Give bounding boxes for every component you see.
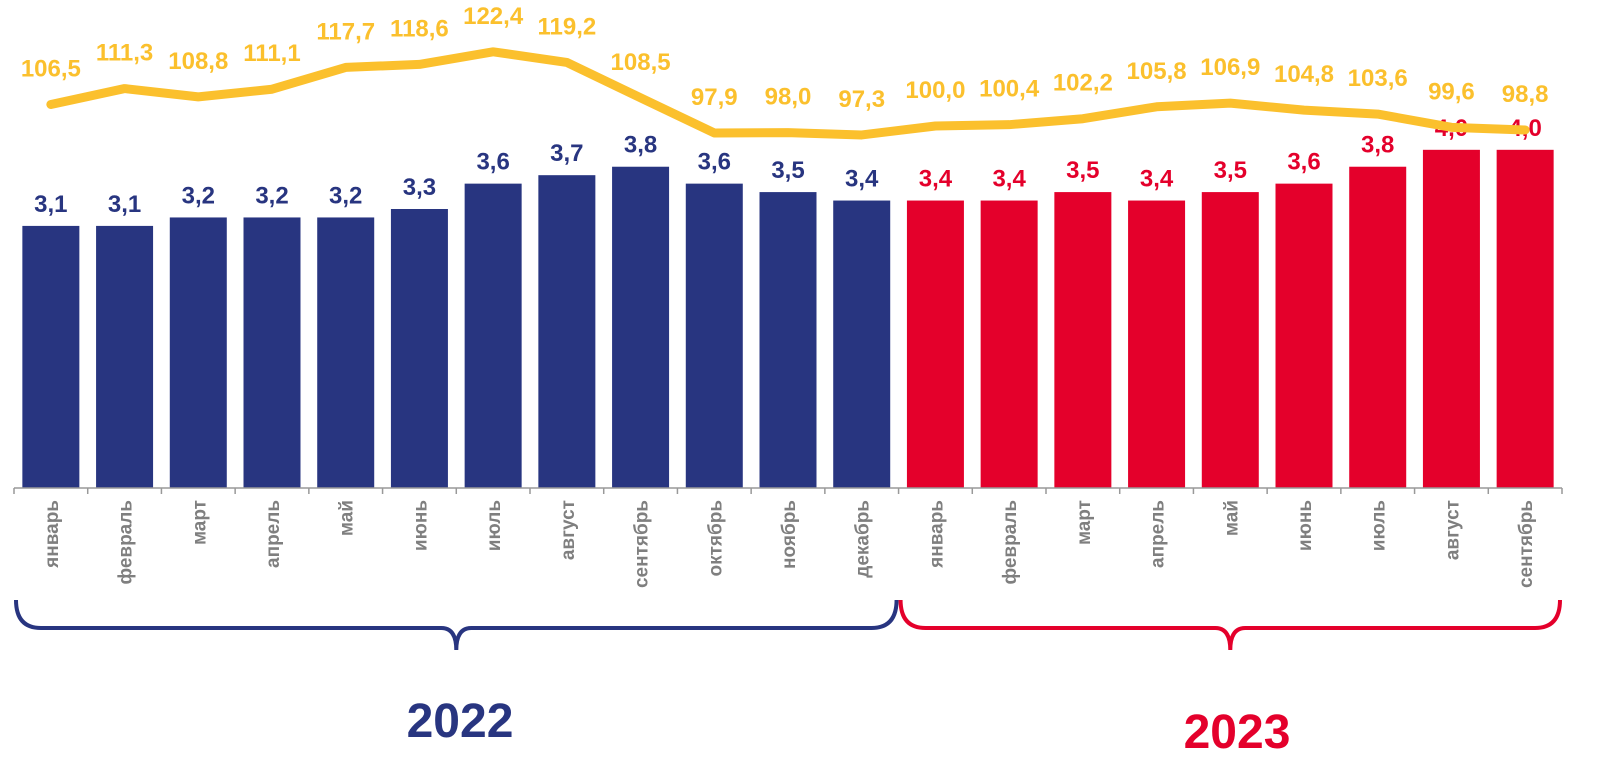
line-value-label: 100,4 (979, 76, 1040, 103)
bar-value-label: 3,4 (1140, 166, 1174, 193)
bar-value-label: 3,1 (34, 191, 67, 218)
bar-value-label: 3,4 (919, 166, 953, 193)
x-tick-label: июль (1369, 500, 1390, 551)
bar-value-label: 3,2 (255, 182, 288, 209)
x-tick-label: апрель (263, 500, 284, 568)
bar-value-label: 3,8 (624, 132, 657, 159)
line-value-label: 97,3 (838, 86, 885, 113)
bar (390, 209, 448, 488)
year-label: 2022 (407, 695, 514, 748)
x-tick-label: февраль (1000, 500, 1021, 585)
bar (169, 217, 227, 489)
line-value-label: 106,5 (21, 55, 81, 82)
x-tick-label: январь (926, 500, 947, 569)
x-tick-label: июнь (1295, 500, 1316, 551)
bar (1054, 192, 1112, 488)
line-value-label: 102,2 (1053, 70, 1113, 97)
bar-value-label: 3,8 (1361, 132, 1394, 159)
x-tick-label: январь (42, 500, 63, 569)
line-value-label: 103,6 (1348, 65, 1408, 92)
bar-value-label: 3,6 (476, 149, 509, 176)
bar (759, 192, 817, 488)
bar (22, 225, 80, 488)
bar (317, 217, 375, 489)
line-value-label: 119,2 (537, 13, 596, 40)
line-value-label: 108,5 (611, 49, 671, 76)
x-tick-label: август (558, 500, 579, 560)
x-tick-label: июнь (410, 500, 431, 551)
bar (538, 175, 596, 488)
bar (612, 166, 670, 488)
line-value-label: 104,8 (1274, 61, 1334, 88)
bar (980, 200, 1038, 488)
bar-value-label: 3,1 (108, 191, 141, 218)
bar-value-label: 3,5 (771, 157, 804, 184)
x-tick-label: октябрь (705, 500, 726, 577)
x-tick-label: декабрь (853, 500, 874, 578)
x-tick-label: июль (484, 500, 505, 551)
bar (464, 183, 522, 489)
bar-value-label: 3,7 (550, 140, 583, 167)
bar-value-label: 3,6 (698, 149, 731, 176)
bar (1128, 200, 1186, 488)
line-value-label: 108,8 (168, 48, 228, 75)
x-tick-label: ноябрь (779, 500, 800, 569)
bar (833, 200, 891, 488)
x-tick-label: февраль (116, 500, 137, 585)
line-value-label: 118,6 (390, 15, 449, 42)
line-value-label: 98,8 (1502, 81, 1549, 108)
bar-value-label: 3,4 (992, 166, 1026, 193)
bar-value-label: 3,5 (1214, 157, 1247, 184)
x-tick-label: март (189, 500, 210, 545)
bar-value-label: 3,2 (329, 182, 362, 209)
line-value-label: 100,0 (905, 77, 965, 104)
bar (1422, 149, 1480, 488)
bar (906, 200, 964, 488)
bar (1349, 166, 1407, 488)
bar (1201, 192, 1259, 488)
year-bracket (898, 599, 1562, 651)
line-value-label: 111,1 (243, 40, 300, 67)
bar (1275, 183, 1333, 489)
bar-value-label: 3,3 (403, 174, 436, 201)
bar (243, 217, 301, 489)
line-value-label: 111,3 (96, 40, 153, 67)
line-value-label: 98,0 (765, 84, 812, 111)
line-value-label: 122,4 (463, 3, 524, 30)
x-tick-label: сентябрь (632, 500, 653, 588)
bar-value-label: 3,5 (1066, 157, 1099, 184)
bar-value-label: 3,6 (1287, 149, 1320, 176)
line-value-label: 117,7 (316, 18, 375, 45)
bar (96, 225, 154, 488)
bar-value-label: 3,4 (845, 166, 879, 193)
line (46, 47, 1530, 140)
line-value-label: 97,9 (691, 84, 738, 111)
x-tick-label: март (1074, 500, 1095, 545)
x-tick-label: сентябрь (1516, 500, 1537, 588)
year-label: 2023 (1184, 706, 1291, 759)
bar (1496, 149, 1554, 488)
year-bracket (14, 599, 899, 651)
x-tick-label: август (1442, 500, 1463, 560)
bar-value-label: 3,2 (182, 182, 215, 209)
line-value-label: 99,6 (1428, 78, 1475, 105)
x-tick-label: апрель (1148, 500, 1169, 568)
x-tick-label: май (1221, 500, 1242, 536)
x-tick-label: май (337, 500, 358, 536)
line-value-label: 105,8 (1127, 58, 1187, 85)
line-value-label: 106,9 (1200, 54, 1260, 81)
bar (685, 183, 743, 489)
